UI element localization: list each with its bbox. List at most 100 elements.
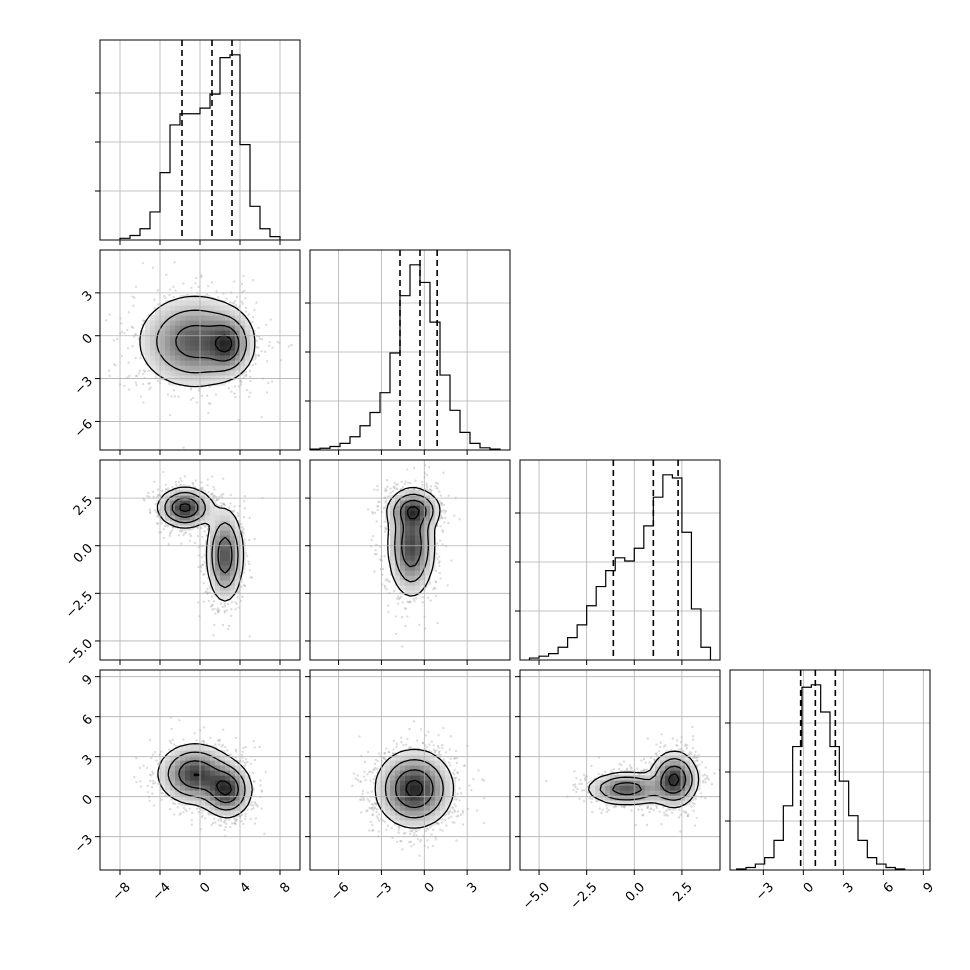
sample-point [70,282,72,284]
sample-point [153,307,157,310]
density-cell [230,575,236,581]
sample-point [206,484,209,487]
density-cell [190,295,196,301]
sample-point [426,473,429,477]
sample-point [156,515,159,518]
density-cell [175,335,181,341]
density-cell [200,500,206,506]
density-cell [190,300,196,306]
density-cell [235,325,241,331]
density-cell [205,330,211,336]
density-cell [175,520,181,526]
density-cell [190,520,196,526]
density-cell [155,370,161,376]
sample-point [242,584,246,587]
sample-point [216,610,220,614]
sample-point [236,590,239,594]
density-cell [235,530,241,536]
sample-point [225,609,229,612]
sample-point [201,535,204,539]
sample-point [257,346,260,349]
scatter-panel-1-2 [309,459,511,661]
density-cell [205,310,211,316]
density-cell [240,360,246,366]
sample-point [213,494,216,498]
density-cell [205,320,211,326]
density-cell [205,305,211,311]
histogram-1 [309,264,501,450]
density-cell [190,355,196,361]
sample-point [442,471,445,475]
sample-point [112,339,116,342]
density-cell [215,570,221,576]
sample-point [179,477,182,480]
sample-point [383,586,387,589]
density-cell [220,510,226,516]
density-cell [150,350,156,356]
sample-point [200,275,203,279]
density-cell [165,330,171,336]
sample-point [241,595,244,599]
sample-point [156,514,160,517]
sample-point [438,490,441,493]
sample-point [376,488,379,492]
sample-point [439,494,443,497]
sample-point [232,280,236,283]
density-cell [180,375,186,381]
density-cell [215,515,221,521]
density-cell [175,320,181,326]
sample-point [223,609,227,613]
sample-point [152,495,155,499]
density-cell [205,325,211,331]
density-cell [230,310,236,316]
density-cell [230,375,236,381]
density-cell [195,330,201,336]
density-cell [205,505,211,511]
sample-point [199,566,203,569]
contour-line [164,491,239,589]
sample-point [251,279,255,282]
sample-point [217,608,221,612]
sample-point [414,479,417,482]
sample-point [212,494,216,498]
sample-point [435,486,438,489]
density-cell [210,365,216,371]
density-cell [140,330,146,336]
density-cell [225,545,231,551]
density-cell [215,505,221,511]
sample-point [147,388,151,391]
density-cell [195,500,201,506]
sample-point [215,498,219,502]
density-cell [175,305,181,311]
sample-point [393,589,396,593]
density-cell [165,350,171,356]
sample-point [142,319,145,322]
density-cell [165,505,171,511]
density-cell [180,505,186,511]
density-cell [250,340,256,346]
hist-panel-2 [515,459,721,661]
density-cell [165,305,171,311]
sample-point [227,506,231,509]
density-cell [180,515,186,521]
density-cell [200,345,206,351]
density-cell [165,515,171,521]
density-cell [175,300,181,306]
sample-point [220,502,223,505]
sample-point [201,563,205,566]
density-cell [205,545,211,551]
sample-point [148,510,152,514]
density-cell [170,315,176,321]
sample-point [162,536,166,540]
sample-point [412,487,416,491]
density-cell [185,325,191,331]
density-cell [145,360,151,366]
sample-point [244,297,247,300]
density-cell [160,500,166,506]
sample-point [418,623,421,627]
sample-point [396,602,400,605]
sample-point [206,478,210,481]
density-cell [150,365,156,371]
density-cell [190,380,196,386]
sample-point [434,481,438,485]
